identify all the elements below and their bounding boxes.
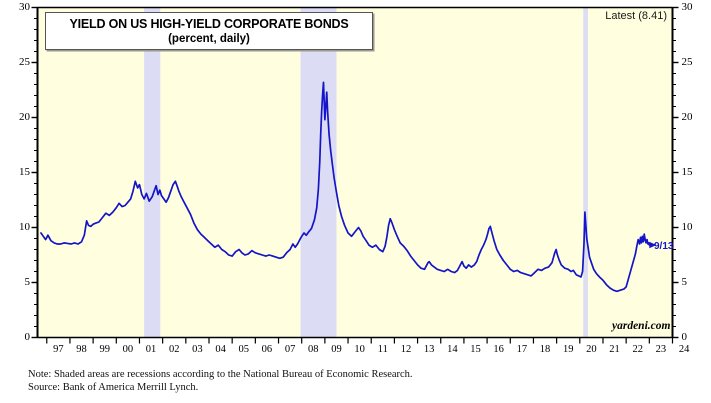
y-tick-label-right: 30 — [681, 0, 693, 13]
x-tick-label: 11 — [377, 343, 388, 355]
x-tick-label: 97 — [53, 343, 64, 355]
x-tick-label: 12 — [400, 343, 412, 355]
y-tick-label-right: 5 — [681, 275, 688, 288]
footnotes: Note: Shaded areas are recessions accord… — [28, 369, 413, 394]
x-tick-label: 21 — [609, 343, 620, 355]
y-tick-label-right: 15 — [681, 165, 693, 178]
y-tick-label-right: 0 — [681, 330, 688, 343]
recession-band-0 — [144, 7, 161, 338]
chart-title-box: YIELD ON US HIGH-YIELD CORPORATE BONDS (… — [45, 12, 373, 50]
x-tick-label: 20 — [586, 343, 597, 355]
x-tick-label: 07 — [284, 343, 296, 355]
y-tick-label: 20 — [19, 110, 30, 123]
recession-band-2 — [583, 7, 588, 338]
x-tick-label: 00 — [122, 343, 134, 355]
x-tick-label: 24 — [678, 343, 690, 355]
x-tick-label: 19 — [562, 343, 574, 355]
footnote-source: Source: Bank of America Merrill Lynch. — [28, 381, 199, 393]
y-tick-label: 10 — [19, 220, 30, 233]
yardeni-watermark: yardeni.com — [612, 320, 671, 332]
endpoint-arrow — [649, 241, 657, 249]
x-tick-label: 23 — [655, 343, 667, 355]
page-title: YIELD ON US HIGH-YIELD CORPORATE BONDS — [69, 16, 349, 31]
data-series-line — [40, 81, 651, 293]
x-tick-label: 05 — [238, 343, 250, 355]
plot-background — [37, 7, 673, 338]
x-tick-label: 06 — [261, 343, 273, 355]
y-tick-label: 0 — [24, 330, 31, 343]
x-tick-label: 22 — [632, 343, 643, 355]
footnote-note: Note: Shaded areas are recessions accord… — [28, 369, 413, 380]
endpoint-date-label: 9/13 — [654, 241, 674, 252]
y-tick-label: 15 — [19, 165, 30, 178]
y-tick-label: 5 — [24, 275, 31, 288]
x-tick-label: 09 — [331, 343, 342, 355]
x-tick-label: 02 — [168, 343, 180, 355]
x-tick-label: 18 — [539, 343, 551, 355]
y-tick-label: 30 — [19, 0, 30, 13]
y-tick-label-right: 25 — [681, 55, 693, 68]
y-tick-label-right: 10 — [681, 220, 693, 233]
x-tick-label: 10 — [354, 343, 365, 355]
x-tick-label: 16 — [493, 343, 504, 355]
x-tick-label: 13 — [423, 343, 435, 355]
chart-subtitle: (percent, daily) — [168, 32, 250, 45]
x-tick-label: 04 — [215, 343, 226, 355]
latest-value-label: Latest (8.41) — [605, 10, 667, 22]
x-tick-label: 14 — [447, 343, 458, 355]
x-tick-label: 99 — [99, 343, 110, 355]
x-tick-label: 17 — [516, 343, 528, 355]
x-tick-label: 15 — [470, 343, 481, 355]
x-tick-label: 08 — [308, 343, 319, 355]
x-tick-label: 03 — [192, 343, 203, 355]
y-tick-label: 25 — [19, 55, 30, 68]
x-tick-label: 01 — [145, 343, 157, 355]
y-tick-label-right: 20 — [681, 110, 693, 123]
x-tick-label: 98 — [76, 343, 87, 355]
